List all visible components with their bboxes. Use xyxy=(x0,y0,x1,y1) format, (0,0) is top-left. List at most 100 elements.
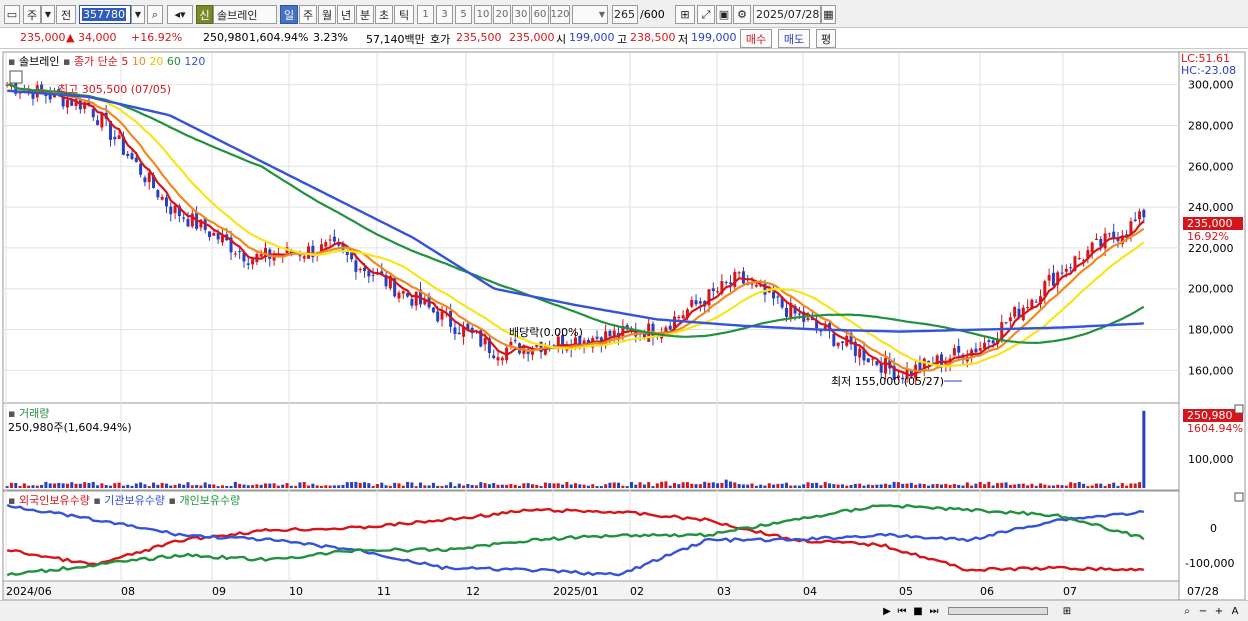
zoom-out-icon[interactable]: − xyxy=(1198,605,1208,617)
low-note: 최저 155,000 (05/27) xyxy=(831,375,944,388)
tab-month[interactable]: 월 xyxy=(318,5,336,24)
candle-body xyxy=(1073,256,1077,271)
tab-day[interactable]: 일 xyxy=(280,5,298,24)
ma-line xyxy=(7,83,1145,368)
zoom-in-icon[interactable]: + xyxy=(1214,605,1224,617)
x-tick-label: 10 xyxy=(289,585,303,598)
last-volume-tag xyxy=(1183,409,1243,422)
stock-code-input[interactable]: 357780 xyxy=(79,5,131,24)
layout-icon[interactable]: ▭ xyxy=(4,5,20,24)
candle-body xyxy=(819,330,823,332)
volume-bar xyxy=(862,485,866,488)
tab-minute[interactable]: 분 xyxy=(356,5,374,24)
candle-body xyxy=(436,311,440,322)
zoom-icon[interactable]: ⌕ xyxy=(1184,605,1190,617)
chevron-down-icon[interactable]: ▼ xyxy=(41,5,55,24)
candle-body xyxy=(479,330,483,347)
font-size-icon[interactable]: A xyxy=(1231,605,1239,617)
volume-bar xyxy=(294,485,298,488)
stock-chart-svg[interactable]: 300,000 280,000 260,000 240,000 220,000 200,0… xyxy=(0,50,1248,601)
volume-bar xyxy=(298,482,302,488)
candle-body xyxy=(48,94,52,100)
candle-body xyxy=(1086,250,1090,260)
interval-10[interactable]: 10 xyxy=(474,5,492,24)
volume-bar xyxy=(552,483,556,488)
candle-type-icon[interactable]: ⊞ xyxy=(675,5,695,24)
volume-bar xyxy=(858,483,862,488)
interval-30[interactable]: 30 xyxy=(512,5,530,24)
tool-icon-1[interactable]: ⊞ xyxy=(1062,605,1072,617)
candle-body xyxy=(509,341,513,346)
interval-60[interactable]: 60 xyxy=(531,5,549,24)
volume-bar xyxy=(621,485,625,488)
volume-bar xyxy=(793,485,797,488)
volume-bar xyxy=(61,483,65,488)
interval-120[interactable]: 120 xyxy=(550,5,570,24)
gear-icon[interactable]: ⚙ xyxy=(733,5,751,24)
last-page-icon[interactable]: ⏭ xyxy=(929,605,939,617)
volume-bar xyxy=(694,484,698,488)
stock-dropdown-icon[interactable]: ▼ xyxy=(131,5,145,24)
candle-body xyxy=(729,282,733,284)
eval-button[interactable]: 평 xyxy=(816,29,836,48)
scroll-right-icon[interactable]: ▶ xyxy=(883,605,891,617)
sell-button[interactable]: 매도 xyxy=(778,29,810,48)
save-icon[interactable]: ▣ xyxy=(716,5,732,24)
volume-bar xyxy=(1112,482,1116,488)
candle-body xyxy=(238,251,242,253)
count-input[interactable]: 265 xyxy=(612,5,638,24)
volume-bar xyxy=(763,485,767,488)
current-price: 235,000 xyxy=(20,31,66,44)
tab-second[interactable]: 초 xyxy=(375,5,393,24)
view-selector[interactable]: 전 xyxy=(56,5,76,24)
period-code[interactable]: 주 xyxy=(23,5,41,24)
volume-bar xyxy=(1039,483,1043,488)
speaker-icon[interactable]: ◂▾ xyxy=(167,5,193,24)
volume-title: 거래량 xyxy=(18,407,50,420)
custom-interval-dropdown[interactable]: ▼ xyxy=(572,5,608,24)
candle-body xyxy=(1008,317,1012,322)
chart-area[interactable]: 300,000 280,000 260,000 240,000 220,000 200,0… xyxy=(0,50,1248,621)
scroll-bar[interactable]: ▶ ⏮ ■ ⏭ ⊞ ⌕ − + A xyxy=(0,600,1248,621)
candle-body xyxy=(177,205,181,216)
last-price-tag-text: 235,000 xyxy=(1187,217,1233,230)
volume-bar xyxy=(608,482,612,488)
draw-tool-icon[interactable]: ⤢ xyxy=(697,5,715,24)
holdings-panel-collapse-icon[interactable] xyxy=(1234,492,1244,502)
stock-name[interactable]: 솔브레인 xyxy=(213,5,277,24)
volume-bar xyxy=(832,484,836,488)
tab-week[interactable]: 주 xyxy=(299,5,317,24)
volume-bar xyxy=(350,482,354,488)
date-input[interactable]: 2025/07/28 xyxy=(753,5,821,24)
volume-panel-collapse-icon[interactable] xyxy=(1234,404,1244,414)
calendar-icon[interactable]: ▦ xyxy=(821,5,836,24)
search-icon[interactable]: ⌕ xyxy=(147,5,163,24)
x-tick-label: 03 xyxy=(717,585,731,598)
volume-bar xyxy=(457,483,461,488)
volume-bar xyxy=(647,482,651,488)
volume-bar xyxy=(35,485,39,488)
first-page-icon[interactable]: ⏮ xyxy=(897,605,907,617)
interval-5[interactable]: 5 xyxy=(455,5,472,24)
zoom-slider[interactable] xyxy=(948,607,1048,615)
candle-body xyxy=(741,271,745,284)
volume-bar xyxy=(1060,485,1064,488)
pause-icon[interactable]: ■ xyxy=(913,605,923,617)
count-total: /600 xyxy=(640,8,665,21)
legend-ma-label: 종가 단순 xyxy=(73,55,118,68)
legend-ma60: 60 xyxy=(166,55,181,68)
buy-button[interactable]: 매수 xyxy=(740,29,772,48)
candle-body xyxy=(909,370,913,376)
interval-20[interactable]: 20 xyxy=(493,5,511,24)
volume-bar xyxy=(922,484,926,488)
candle-body xyxy=(772,291,776,299)
interval-1[interactable]: 1 xyxy=(417,5,434,24)
interval-3[interactable]: 3 xyxy=(436,5,453,24)
volume-bar xyxy=(1107,483,1111,488)
candle-body xyxy=(535,344,539,347)
candle-body xyxy=(208,231,212,238)
candle-body xyxy=(1077,258,1081,260)
panel-grid-icon[interactable] xyxy=(9,70,23,84)
tab-year[interactable]: 년 xyxy=(337,5,355,24)
tab-tick[interactable]: 틱 xyxy=(394,5,414,24)
